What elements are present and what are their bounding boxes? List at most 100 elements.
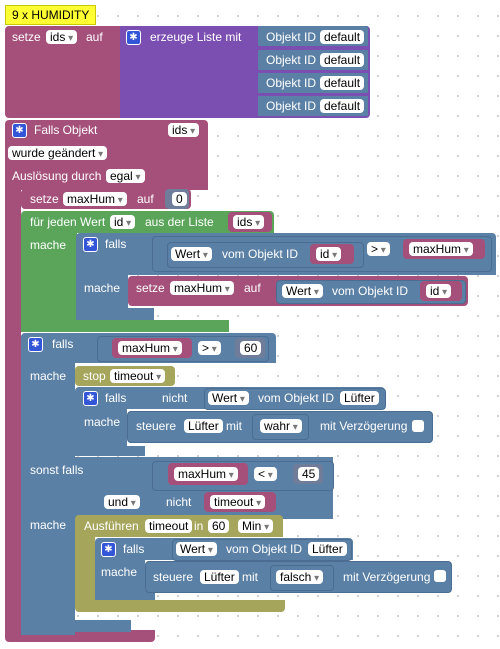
objekt-id-field[interactable]: default [320, 30, 365, 44]
delay-checkbox[interactable] [434, 570, 446, 582]
wahr-dropdown[interactable]: wahr [260, 419, 302, 433]
vom-objekt-label: vom Objekt ID [332, 284, 409, 298]
objekt-id-field[interactable]: default [320, 99, 365, 113]
falls-label: falls [123, 542, 145, 556]
stop-label: stop [83, 369, 106, 383]
and-dropdown[interactable]: und [104, 495, 140, 509]
operator-dropdown[interactable]: > [367, 242, 390, 256]
maxhum-dropdown[interactable]: maxHum [409, 242, 473, 256]
object-id-field[interactable]: Lüfter [340, 391, 379, 405]
number-field[interactable]: 60 [240, 341, 262, 355]
unit-dropdown[interactable]: Min [238, 519, 274, 533]
main-if-bottom [21, 620, 131, 632]
maxhum-dropdown[interactable]: maxHum [174, 467, 238, 481]
auf-label: auf [86, 30, 103, 44]
wert-dropdown[interactable]: Wert [171, 247, 212, 261]
foreach-var-dropdown[interactable]: id [110, 215, 136, 229]
objekt-id-label: Objekt ID [266, 53, 317, 67]
ausloesung-label: Auslösung durch [12, 169, 102, 183]
timeout-name-field[interactable]: timeout [145, 519, 193, 533]
objekt-id-field[interactable]: default [320, 76, 365, 90]
list-var-dropdown[interactable]: ids [233, 215, 265, 229]
mache-label: mache [84, 415, 121, 429]
vom-objekt-label: vom Objekt ID [226, 542, 303, 556]
in-label: in [194, 519, 204, 533]
mit-label: mit [226, 419, 242, 433]
object-id-field[interactable]: Lüfter [184, 419, 223, 433]
foreach-block[interactable] [21, 211, 274, 233]
setze-label: setze [30, 192, 59, 206]
aus-liste-label: aus der Liste [145, 215, 214, 229]
create-list-label: erzeuge Liste mit [150, 30, 242, 44]
gear-icon[interactable]: ✱ [126, 30, 141, 45]
id-var-dropdown[interactable]: id [426, 284, 452, 298]
maxhum-dropdown[interactable]: maxHum [63, 192, 127, 206]
comment-note[interactable]: 9 x HUMIDITY [5, 5, 97, 25]
auf-label: auf [244, 281, 261, 295]
mache-label: mache [30, 518, 67, 532]
mit-label: mit [242, 570, 258, 584]
mache-label: mache [30, 238, 67, 252]
nicht-label: nicht [166, 495, 192, 509]
maxhum-dropdown[interactable]: maxHum [170, 281, 234, 295]
vom-objekt-label: vom Objekt ID [258, 391, 335, 405]
number-field[interactable]: 0 [172, 192, 187, 206]
timeout-bottom [75, 600, 285, 612]
foreach-label: für jeden Wert [30, 215, 106, 229]
foreach-bottom [21, 320, 229, 332]
setze-label: setze [136, 281, 165, 295]
mache-label: mache [101, 565, 138, 579]
timeout-spine [75, 533, 95, 608]
object-id-field[interactable]: Lüfter [308, 542, 347, 556]
wert-dropdown[interactable]: Wert [176, 542, 217, 556]
object-id-field[interactable]: Lüfter [200, 570, 239, 584]
setze-label: setze [12, 30, 41, 44]
mache-label: mache [30, 369, 67, 383]
get-value-block[interactable] [172, 539, 352, 561]
timeout-dropdown[interactable]: timeout [210, 495, 266, 509]
id-var-dropdown[interactable]: id [316, 247, 342, 261]
objekt-id-label: Objekt ID [266, 30, 317, 44]
timeout-dropdown[interactable]: timeout [110, 369, 166, 383]
mache-label: mache [84, 281, 121, 295]
trigger-var-dropdown[interactable]: ids [168, 123, 200, 137]
gear-icon[interactable]: ✱ [101, 542, 116, 557]
if-not-bottom [75, 446, 145, 456]
ausfuehren-label: Ausführen [84, 519, 139, 533]
operator-dropdown[interactable]: > [198, 341, 221, 355]
gear-icon[interactable]: ✱ [83, 237, 98, 252]
maxhum-dropdown[interactable]: maxHum [118, 341, 182, 355]
egal-dropdown[interactable]: egal [106, 169, 145, 183]
nicht-label: nicht [162, 391, 188, 405]
inner-if-bottom [76, 308, 154, 320]
number-field[interactable]: 45 [298, 467, 320, 481]
gear-icon[interactable]: ✱ [83, 391, 98, 406]
vom-objekt-label: vom Objekt ID [222, 247, 299, 261]
if-luefter-spine [95, 556, 145, 596]
steuere-label: steuere [136, 419, 177, 433]
gear-icon[interactable]: ✱ [28, 337, 43, 352]
falls-label: falls [105, 237, 127, 251]
changed-dropdown[interactable]: wurde geändert [8, 146, 108, 160]
wert-dropdown[interactable]: Wert [208, 391, 249, 405]
delay-label: mit Verzögerung [343, 570, 431, 584]
objekt-id-label: Objekt ID [266, 99, 317, 113]
delay-checkbox[interactable] [412, 420, 424, 432]
falls-label: falls [105, 391, 127, 405]
sonst-falls-label: sonst falls [30, 463, 84, 477]
operator-dropdown[interactable]: < [254, 467, 277, 481]
falsch-dropdown[interactable]: falsch [276, 570, 324, 584]
objekt-id-field[interactable]: default [320, 53, 365, 67]
auf-label: auf [137, 192, 154, 206]
falls-objekt-label: Falls Objekt [34, 123, 98, 137]
wert-dropdown[interactable]: Wert [282, 284, 323, 298]
gear-icon[interactable]: ✱ [12, 123, 27, 138]
steuere-label: steuere [153, 570, 194, 584]
if-luefter-bottom [95, 590, 155, 600]
falls-label: falls [52, 337, 74, 351]
if-not-spine [75, 405, 127, 453]
duration-field[interactable]: 60 [208, 519, 230, 533]
foreach-spine [21, 231, 77, 331]
objekt-id-label: Objekt ID [266, 76, 317, 90]
var-dropdown-ids[interactable]: ids [46, 30, 78, 44]
